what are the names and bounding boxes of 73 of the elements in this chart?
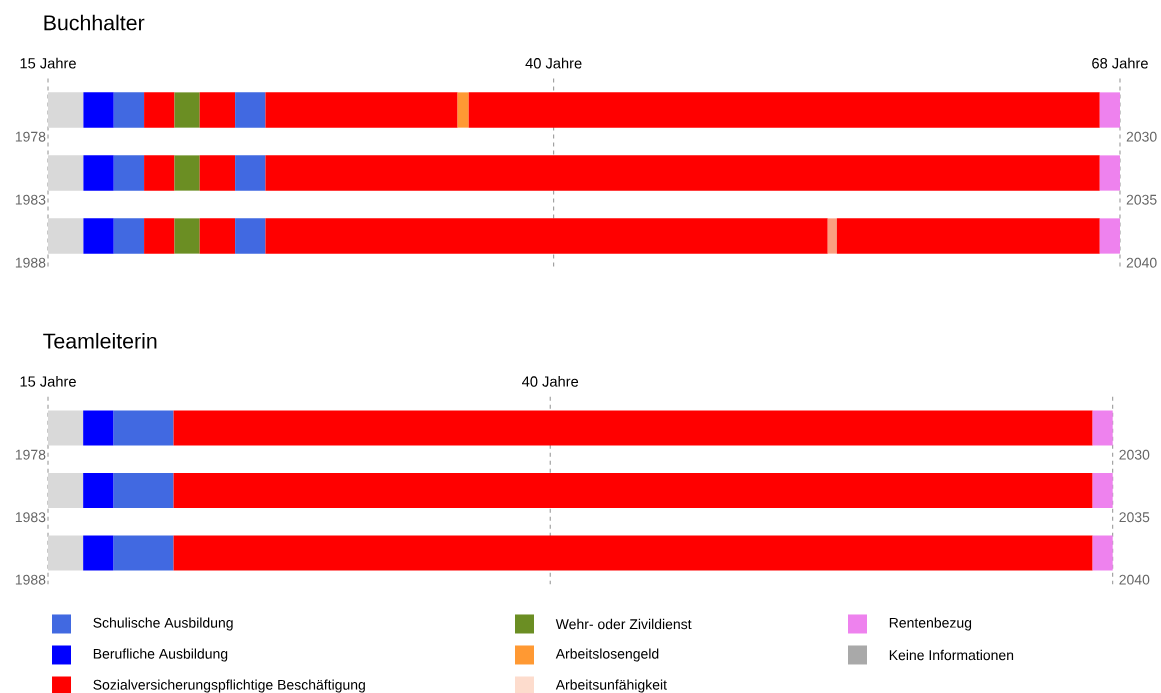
bar bbox=[83, 92, 114, 128]
legend-label: Wehr- oder Zivildienst bbox=[555, 618, 692, 630]
text: 2030 bbox=[1119, 449, 1150, 460]
bar bbox=[83, 473, 114, 508]
legend-label: Arbeitslosengeld bbox=[555, 648, 659, 662]
bar bbox=[113, 410, 174, 446]
bar bbox=[468, 92, 1100, 128]
bar bbox=[83, 155, 114, 191]
bar bbox=[48, 218, 84, 254]
legend-label: Arbeitsunfähigkeit bbox=[555, 679, 667, 693]
bar bbox=[48, 155, 84, 191]
bar bbox=[113, 92, 145, 128]
bar bbox=[1092, 410, 1113, 446]
bar bbox=[1099, 92, 1120, 128]
bar bbox=[836, 218, 1100, 254]
legend-label: Sozialversicherungspflichtige Beschäftigung bbox=[93, 679, 365, 693]
legend-label: Berufliche Ausbildung bbox=[93, 648, 228, 662]
y-tick-label: 1988 bbox=[15, 257, 46, 268]
bar bbox=[265, 155, 1100, 191]
bar bbox=[235, 155, 266, 191]
bar bbox=[48, 92, 84, 128]
bar bbox=[173, 473, 1093, 508]
bar bbox=[83, 410, 114, 446]
x-tick-label: 15 Jahre bbox=[20, 57, 76, 69]
y-tick-label: 1983 bbox=[15, 512, 46, 523]
x-tick-label: 15 Jahre bbox=[20, 375, 76, 387]
bar bbox=[235, 218, 266, 254]
chart-title: Teamleiterin bbox=[43, 332, 157, 349]
bar bbox=[265, 92, 458, 128]
text: 2035 bbox=[1126, 194, 1157, 205]
bar bbox=[1092, 535, 1113, 571]
bar bbox=[144, 92, 175, 128]
bar bbox=[174, 92, 200, 128]
bar bbox=[1099, 218, 1120, 254]
bar bbox=[48, 410, 84, 446]
x-tick-label: 40 Jahre bbox=[525, 57, 582, 69]
bar bbox=[1099, 155, 1120, 191]
bar bbox=[113, 473, 174, 508]
text: 2040 bbox=[1126, 257, 1157, 268]
bar bbox=[457, 92, 469, 128]
bar bbox=[48, 535, 84, 571]
y-tick-label: 1988 bbox=[15, 574, 46, 585]
bar bbox=[113, 218, 145, 254]
bar bbox=[235, 92, 266, 128]
bar bbox=[265, 218, 828, 254]
legend-label: Schulische Ausbildung bbox=[93, 617, 233, 631]
bar bbox=[144, 155, 175, 191]
bar bbox=[199, 92, 236, 128]
x-tick-label: 40 Jahre bbox=[522, 375, 579, 387]
text: 2035 bbox=[1119, 512, 1150, 523]
y-tick-label: 1983 bbox=[15, 194, 46, 205]
bar bbox=[827, 218, 837, 254]
bar bbox=[83, 218, 114, 254]
bar bbox=[174, 218, 200, 254]
bar bbox=[144, 218, 175, 254]
y-tick-label: 1978 bbox=[15, 131, 46, 142]
text: 2030 bbox=[1126, 131, 1157, 142]
chart-title: Buchhalter bbox=[44, 14, 145, 31]
text: 2040 bbox=[1119, 574, 1150, 585]
bar bbox=[83, 535, 114, 571]
x-tick-label: 68 Jahre bbox=[1092, 57, 1148, 69]
legend-label: Keine Informationen bbox=[889, 649, 1014, 661]
y-tick-label: 1978 bbox=[15, 449, 46, 460]
bar bbox=[173, 535, 1093, 571]
legend-label: Rentenbezug bbox=[889, 617, 972, 631]
bar bbox=[199, 155, 236, 191]
bar bbox=[173, 410, 1093, 446]
bar bbox=[199, 218, 236, 254]
bar bbox=[1092, 473, 1113, 508]
bar bbox=[113, 155, 145, 191]
bar bbox=[174, 155, 200, 191]
bar bbox=[48, 473, 84, 508]
bar bbox=[113, 535, 174, 571]
